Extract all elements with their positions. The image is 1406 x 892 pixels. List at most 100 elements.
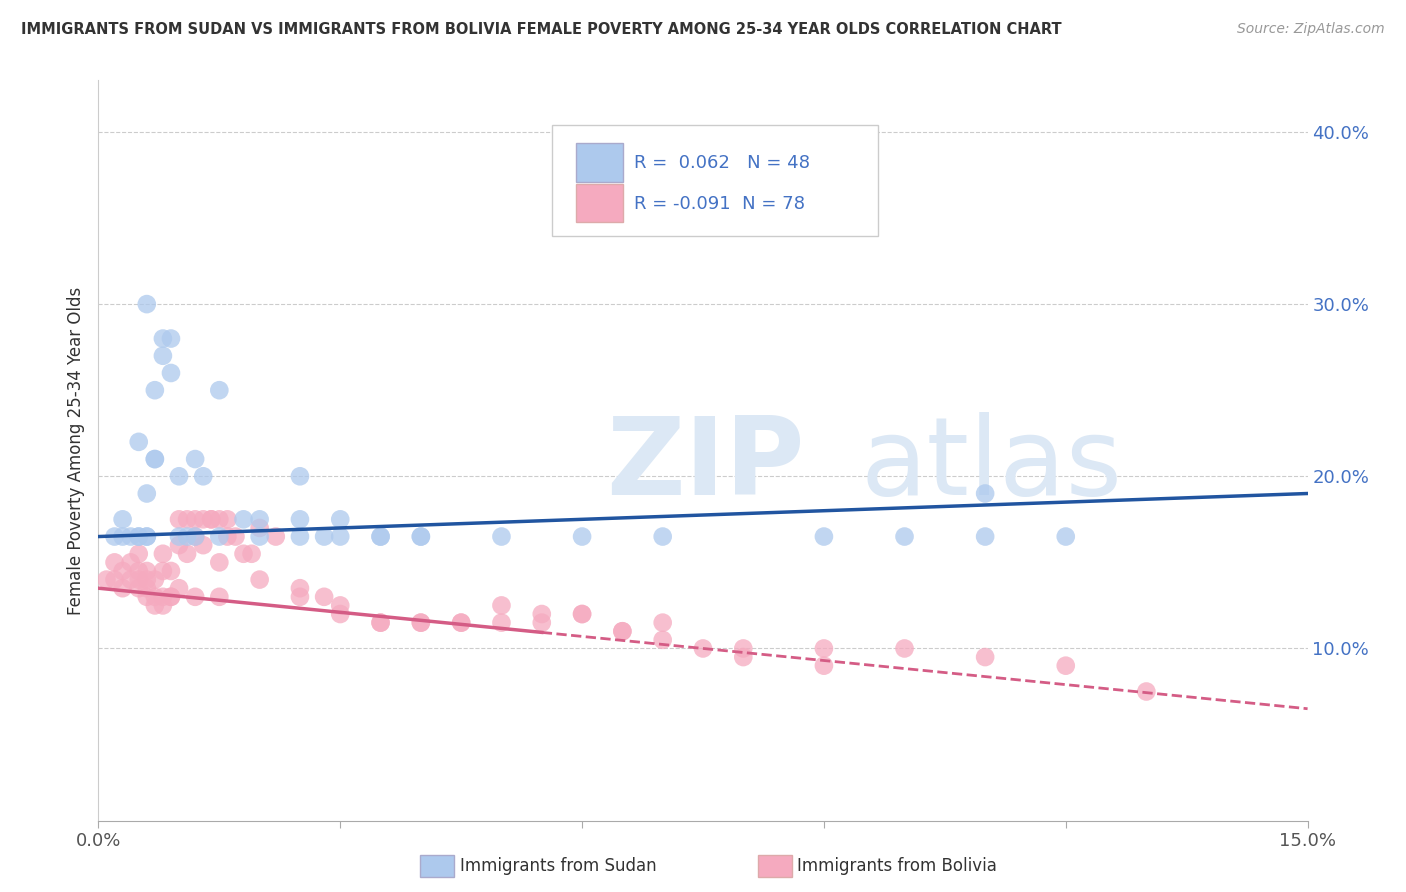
Point <box>974 530 997 544</box>
Point <box>167 530 190 544</box>
Point <box>152 332 174 346</box>
Point <box>152 564 174 578</box>
Point <box>893 641 915 656</box>
Point <box>208 383 231 397</box>
Point <box>733 641 755 656</box>
Point <box>193 512 215 526</box>
Point <box>120 555 142 569</box>
Point <box>184 530 207 544</box>
Point <box>1054 530 1077 544</box>
Point <box>160 366 183 380</box>
Text: R = -0.091  N = 78: R = -0.091 N = 78 <box>634 195 806 213</box>
Point <box>733 160 755 174</box>
Point <box>128 530 150 544</box>
Point <box>128 547 150 561</box>
Point <box>288 512 311 526</box>
Point <box>128 573 150 587</box>
Point <box>135 581 157 595</box>
Point <box>249 530 271 544</box>
Point <box>143 452 166 467</box>
Text: Immigrants from Sudan: Immigrants from Sudan <box>460 857 657 875</box>
Point <box>893 530 915 544</box>
Point <box>200 512 222 526</box>
Point <box>135 530 157 544</box>
Point <box>612 624 634 639</box>
Point <box>692 641 714 656</box>
Point <box>491 599 513 613</box>
Point <box>111 512 134 526</box>
Point <box>128 564 150 578</box>
Point <box>232 512 254 526</box>
Point <box>530 615 553 630</box>
Point <box>143 573 166 587</box>
Point <box>733 650 755 665</box>
Point <box>264 530 287 544</box>
Point <box>120 530 142 544</box>
Point <box>176 512 198 526</box>
Point <box>193 538 215 552</box>
Point <box>571 607 593 621</box>
Point <box>974 486 997 500</box>
Point <box>208 512 231 526</box>
Point <box>184 512 207 526</box>
Point <box>176 547 198 561</box>
Point <box>160 332 183 346</box>
Point <box>314 530 336 544</box>
Point <box>329 512 352 526</box>
Point <box>249 521 271 535</box>
Point <box>184 590 207 604</box>
Point <box>249 512 271 526</box>
Point <box>184 530 207 544</box>
Point <box>167 538 190 552</box>
Point <box>651 530 673 544</box>
FancyBboxPatch shape <box>576 184 623 222</box>
Point <box>491 615 513 630</box>
FancyBboxPatch shape <box>551 125 879 235</box>
Point <box>143 452 166 467</box>
Point <box>208 555 231 569</box>
Point <box>813 641 835 656</box>
Point <box>176 530 198 544</box>
Point <box>409 615 432 630</box>
Point <box>571 607 593 621</box>
Point <box>409 530 432 544</box>
Point <box>103 555 125 569</box>
Point <box>813 658 835 673</box>
Y-axis label: Female Poverty Among 25-34 Year Olds: Female Poverty Among 25-34 Year Olds <box>66 286 84 615</box>
Point <box>208 530 231 544</box>
Point <box>152 349 174 363</box>
Text: atlas: atlas <box>860 412 1122 518</box>
Point <box>1135 684 1157 698</box>
Point <box>135 530 157 544</box>
Point <box>974 650 997 665</box>
Point <box>571 530 593 544</box>
Point <box>152 547 174 561</box>
Point <box>111 581 134 595</box>
Point <box>143 383 166 397</box>
Point <box>651 632 673 647</box>
Point <box>370 615 392 630</box>
Point <box>450 615 472 630</box>
Point <box>288 581 311 595</box>
Point <box>167 581 190 595</box>
Text: Immigrants from Bolivia: Immigrants from Bolivia <box>797 857 997 875</box>
Point <box>135 564 157 578</box>
Point <box>160 590 183 604</box>
Point <box>160 590 183 604</box>
Point <box>813 530 835 544</box>
Point <box>240 547 263 561</box>
Point <box>135 573 157 587</box>
Point <box>224 530 246 544</box>
Point <box>143 590 166 604</box>
Point <box>152 590 174 604</box>
Point <box>111 530 134 544</box>
Point <box>288 469 311 483</box>
Point <box>103 530 125 544</box>
Point <box>135 486 157 500</box>
Point <box>143 599 166 613</box>
Point <box>491 530 513 544</box>
Point <box>249 573 271 587</box>
Point <box>128 581 150 595</box>
Point <box>160 564 183 578</box>
Point <box>450 615 472 630</box>
